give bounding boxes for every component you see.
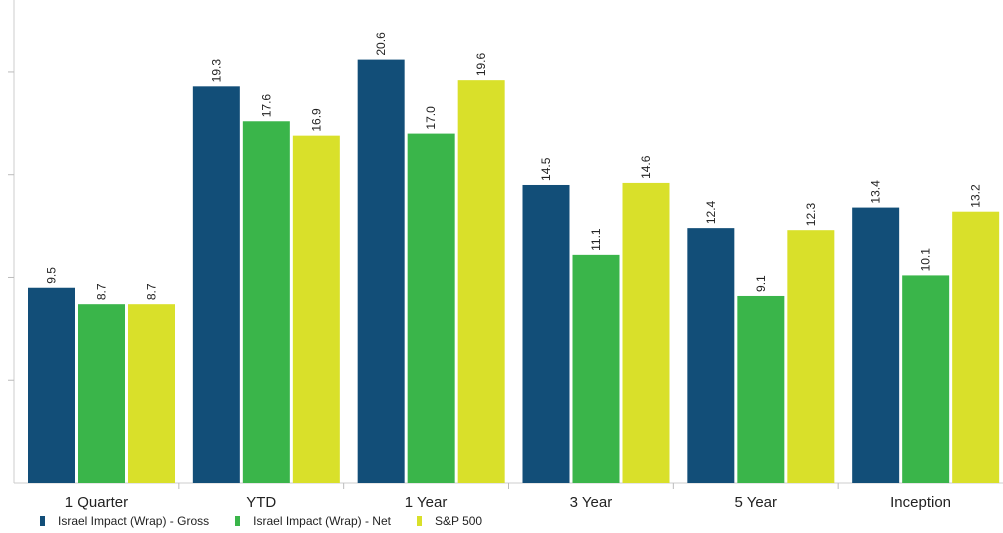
- legend-swatch-sp500: [416, 516, 422, 526]
- data-label-net-3: 11.1: [589, 228, 603, 251]
- legend-item-net: Israel Impact (Wrap) - Net: [235, 514, 391, 528]
- bar-gross-3: [522, 184, 570, 483]
- legend-item-sp500: S&P 500: [416, 514, 483, 528]
- data-label-net-5: 10.1: [919, 248, 933, 272]
- data-label-sp500-1: 16.9: [309, 108, 323, 132]
- category-label-4: 5 Year: [734, 494, 777, 511]
- category-label-0: 1 Quarter: [65, 494, 128, 511]
- data-label-gross-1: 19.3: [209, 59, 223, 83]
- bar-gross-5: [852, 207, 900, 484]
- data-label-gross-2: 20.6: [374, 32, 388, 56]
- bar-gross-1: [192, 86, 240, 484]
- data-label-net-4: 9.1: [754, 275, 768, 292]
- legend-label-sp500: S&P 500: [434, 514, 483, 528]
- category-label-1: YTD: [246, 494, 276, 511]
- bar-gross-2: [357, 59, 405, 484]
- legend-swatch-net: [235, 516, 241, 526]
- data-label-gross-3: 14.5: [539, 157, 553, 181]
- data-label-gross-5: 13.4: [869, 180, 883, 204]
- legend-label-net: Israel Impact (Wrap) - Net: [253, 514, 391, 528]
- legend: Israel Impact (Wrap) - Gross Israel Impa…: [40, 514, 508, 528]
- data-labels-group: 9.5 8.7 8.7 19.3 17.6 16.9 20.6 17.0 19.6 14.5 11.…: [45, 32, 983, 300]
- bar-sp500-5: [952, 211, 1000, 483]
- bar-net-1: [242, 121, 290, 484]
- x-axis-ticks: [178, 483, 839, 489]
- bar-sp500-2: [457, 80, 505, 484]
- bar-sp500-4: [787, 230, 835, 483]
- category-label-3: 3 Year: [570, 494, 613, 511]
- bar-net-3: [572, 254, 620, 483]
- bar-net-2: [407, 133, 455, 483]
- data-label-gross-4: 12.4: [704, 200, 718, 224]
- category-label-2: 1 Year: [405, 494, 448, 511]
- data-label-sp500-4: 12.3: [804, 203, 818, 227]
- data-label-sp500-2: 19.6: [474, 52, 488, 76]
- data-label-net-2: 17.0: [424, 106, 438, 130]
- bar-net-0: [78, 304, 125, 483]
- data-label-sp500-3: 14.6: [639, 155, 653, 179]
- bar-sp500-0: [128, 304, 175, 483]
- data-label-sp500-0: 8.7: [145, 283, 159, 300]
- y-axis-ticks: [8, 71, 14, 381]
- bar-net-5: [902, 275, 950, 483]
- legend-swatch-gross: [40, 516, 45, 526]
- bar-net-4: [737, 295, 785, 483]
- bar-sp500-1: [292, 135, 340, 483]
- legend-item-gross: Israel Impact (Wrap) - Gross: [40, 514, 209, 528]
- bar-sp500-3: [622, 182, 670, 483]
- bar-series-group: [28, 59, 1000, 484]
- data-label-net-0: 8.7: [95, 283, 109, 300]
- data-label-net-1: 17.6: [259, 94, 273, 118]
- bar-gross-0: [28, 287, 75, 483]
- data-label-sp500-5: 13.2: [969, 184, 983, 208]
- category-labels-group: 1 Quarter YTD 1 Year 3 Year 5 Year Inception: [65, 494, 951, 511]
- category-label-5: Inception: [890, 494, 951, 511]
- data-label-gross-0: 9.5: [45, 267, 59, 284]
- legend-label-gross: Israel Impact (Wrap) - Gross: [58, 514, 210, 528]
- bar-gross-4: [687, 228, 735, 483]
